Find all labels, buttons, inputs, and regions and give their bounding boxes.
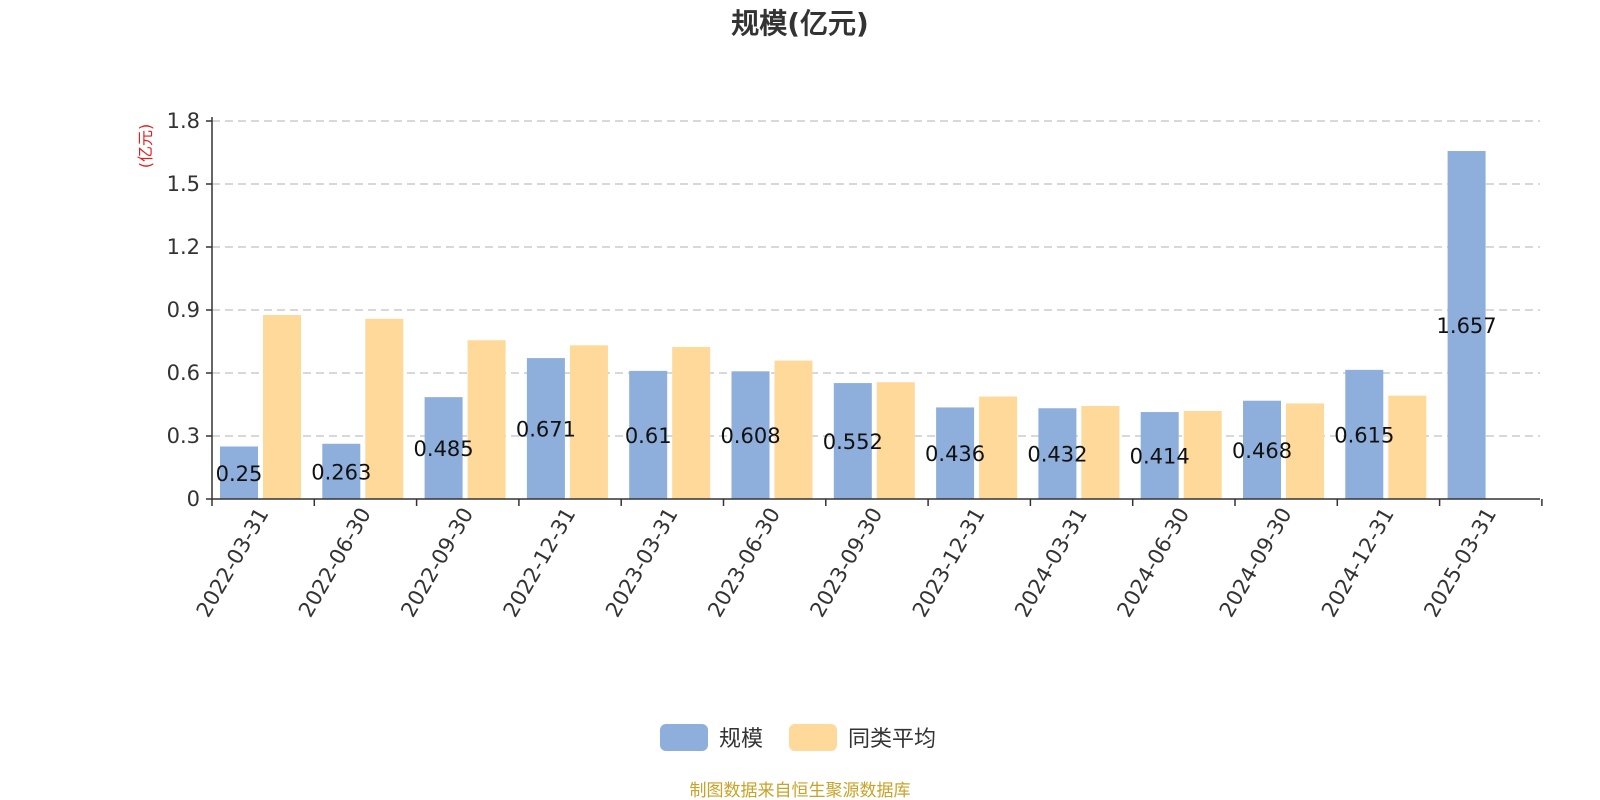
x-tick-label: 2025-03-31 [1419, 504, 1501, 622]
y-tick-label: 1.2 [167, 235, 200, 259]
y-tick-label: 0.3 [167, 424, 200, 448]
x-tick-label: 2022-09-30 [396, 504, 478, 622]
bar-scale [1140, 412, 1179, 499]
y-tick-label: 1.8 [167, 109, 200, 133]
y-tick-label: 0 [187, 487, 200, 511]
data-label-scale: 0.436 [925, 442, 985, 466]
bar-scale [1447, 151, 1486, 499]
bar-category-average [467, 340, 506, 499]
legend-label-scale: 规模 [719, 727, 763, 752]
x-tick-label: 2023-09-30 [805, 504, 887, 622]
data-label-scale: 0.608 [720, 424, 780, 448]
bar-scale [1038, 408, 1077, 499]
data-label-scale: 0.552 [823, 430, 883, 454]
bar-category-average [774, 360, 813, 499]
x-tick-label: 2023-12-31 [908, 504, 990, 622]
x-tick-label: 2024-12-31 [1317, 504, 1399, 622]
bar-category-average [672, 346, 711, 499]
data-label-scale: 0.25 [216, 462, 263, 486]
bar-category-average [876, 382, 915, 499]
x-tick-label: 2022-06-30 [294, 504, 376, 622]
y-axis-unit-label: (亿元) [136, 124, 155, 169]
legend-label-category-average: 同类平均 [848, 727, 936, 752]
data-labels: 0.25 0.263 0.485 0.671 0.61 0.608 0.552 0.436 0.… [216, 314, 1497, 486]
data-label-scale: 1.657 [1437, 314, 1497, 338]
x-tick-label: 2023-03-31 [601, 504, 683, 622]
data-label-scale: 0.671 [516, 418, 576, 442]
bar-scale [629, 370, 668, 499]
x-tick-label: 2024-09-30 [1215, 504, 1297, 622]
bar-scale [1345, 369, 1384, 499]
data-label-scale: 0.468 [1232, 439, 1292, 463]
y-tick-label: 0.6 [167, 361, 200, 385]
bar-scale [526, 358, 565, 499]
bar-category-average [1183, 411, 1222, 499]
bar-category-average [1388, 395, 1427, 499]
data-label-scale: 0.414 [1130, 445, 1190, 469]
bar-scale [424, 397, 463, 499]
bar-category-average [263, 315, 301, 499]
bar-scale [1243, 400, 1281, 499]
bar-scale [936, 407, 975, 499]
bar-category-average [569, 345, 608, 499]
data-label-scale: 0.263 [311, 460, 371, 484]
x-tick-label: 2022-03-31 [192, 504, 274, 622]
data-label-scale: 0.61 [625, 424, 672, 448]
bar-scale [731, 371, 770, 499]
legend-swatch-scale [660, 724, 708, 751]
data-label-scale: 0.485 [414, 437, 474, 461]
bar-category-average [1286, 403, 1324, 499]
bar-scale [220, 446, 258, 499]
grid-lines [212, 120, 1540, 437]
bar-scale [322, 443, 361, 499]
data-label-scale: 0.615 [1334, 423, 1394, 447]
bar-category-average [1081, 405, 1120, 499]
data-label-scale: 0.432 [1027, 443, 1087, 467]
bars [220, 151, 1486, 499]
bar-scale [833, 383, 872, 499]
x-tick-label: 2024-06-30 [1112, 504, 1194, 622]
legend: 规模 同类平均 [660, 724, 936, 752]
x-tick-label: 2022-12-31 [499, 504, 581, 622]
legend-swatch-category-average [789, 724, 837, 751]
data-source-note: 制图数据来自恒生聚源数据库 [690, 781, 911, 800]
y-tick-label: 0.9 [167, 298, 200, 322]
y-tick-label: 1.5 [167, 172, 200, 196]
bar-category-average [365, 318, 404, 499]
bar-category-average [979, 396, 1018, 499]
chart-title: 规模(亿元) [731, 7, 869, 40]
x-tick-label: 2024-03-31 [1010, 504, 1092, 622]
x-tick-label: 2023-06-30 [703, 504, 785, 622]
